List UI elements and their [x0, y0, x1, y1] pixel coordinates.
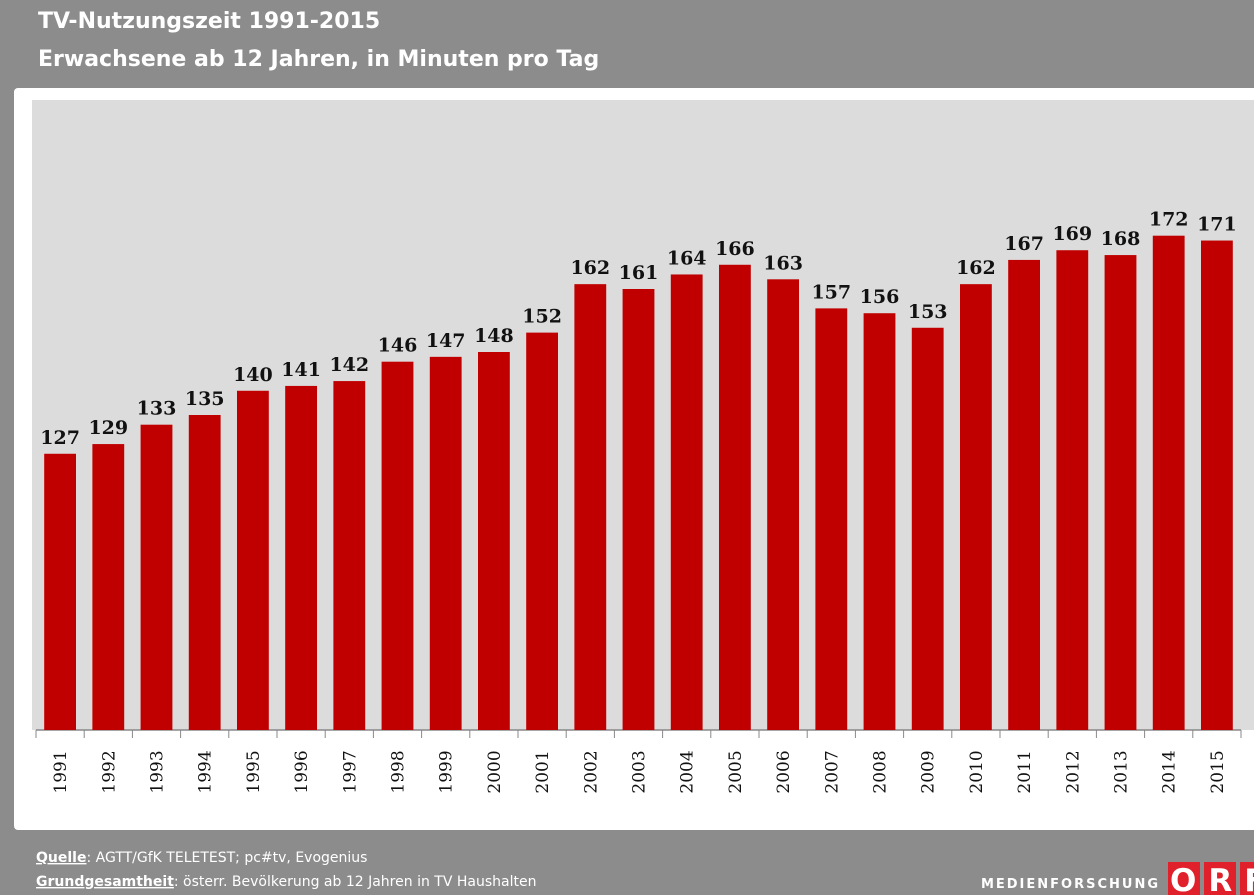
x-tick-label: 1991 [51, 750, 71, 793]
bar [236, 390, 269, 730]
x-tick-label: 1998 [389, 750, 409, 793]
data-label: 148 [474, 325, 514, 347]
population-label: Grundgesamtheit [36, 874, 174, 890]
data-label: 129 [88, 417, 128, 439]
data-label: 127 [40, 427, 80, 449]
data-label: 164 [667, 247, 707, 269]
bar [44, 453, 77, 730]
data-label: 135 [185, 388, 225, 410]
source-text: : AGTT/GfK TELETEST; pc#tv, Evogenius [86, 850, 367, 866]
bar [333, 381, 366, 730]
bar [959, 284, 992, 730]
data-label: 161 [619, 262, 659, 284]
bar [815, 308, 848, 730]
bar [1152, 235, 1185, 730]
bar [1200, 240, 1233, 731]
logo: ORF [1170, 863, 1254, 895]
x-tick-label: 1992 [99, 750, 119, 793]
data-label: 162 [570, 257, 610, 279]
x-tick-label: 2005 [726, 750, 746, 793]
x-tick-label: 2003 [630, 750, 650, 793]
x-tick-label: 2001 [533, 750, 553, 793]
x-tick-label: 2008 [871, 750, 891, 793]
data-label: 153 [908, 301, 948, 323]
bar [188, 415, 221, 730]
x-tick-label: 2015 [1208, 750, 1228, 793]
data-label: 141 [281, 359, 321, 381]
bar [477, 352, 510, 730]
data-label: 172 [1149, 209, 1189, 231]
x-tick-label: 1995 [244, 750, 264, 793]
x-tick-label: 2000 [485, 750, 505, 793]
bar [285, 385, 318, 730]
data-label: 142 [329, 354, 369, 376]
logo-text: MEDIENFORSCHUNG [981, 877, 1160, 892]
data-label: 147 [426, 330, 466, 352]
data-label: 152 [522, 306, 562, 328]
data-label: 171 [1197, 214, 1237, 236]
x-tick-label: 2009 [919, 750, 939, 793]
bar [1056, 250, 1089, 730]
bar [911, 327, 944, 730]
x-tick-label: 2006 [774, 750, 794, 793]
population-text: : österr. Bevölkerung ab 12 Jahren in TV… [174, 874, 537, 890]
chart-subtitle: Erwachsene ab 12 Jahren, in Minuten pro … [38, 47, 599, 72]
x-tick-label: 1997 [340, 750, 360, 793]
data-label: 169 [1052, 223, 1092, 245]
data-label: 168 [1101, 228, 1141, 250]
data-label: 166 [715, 238, 755, 260]
bar [767, 279, 800, 730]
x-tick-label: 2007 [822, 750, 842, 793]
x-tick-label: 2010 [967, 750, 987, 793]
data-label: 133 [137, 398, 177, 420]
population: Grundgesamtheit: österr. Bevölkerung ab … [36, 874, 536, 890]
x-tick-label: 2014 [1160, 750, 1180, 793]
bar [1104, 255, 1137, 731]
x-tick-label: 2012 [1063, 750, 1083, 793]
bar [381, 361, 414, 730]
x-tick-label: 2002 [581, 750, 601, 793]
x-tick-label: 1994 [196, 750, 216, 793]
bar [429, 356, 462, 730]
x-tick-label: 1999 [437, 750, 457, 793]
chart-title: TV-Nutzungszeit 1991-2015 [38, 9, 380, 34]
bar [670, 274, 703, 730]
x-tick-label: 2011 [1015, 750, 1035, 793]
data-label: 140 [233, 364, 273, 386]
data-label: 157 [811, 281, 851, 303]
data-label: 156 [860, 286, 900, 308]
x-tick-label: 2013 [1112, 750, 1132, 793]
logo-box [1168, 862, 1200, 895]
bar [1008, 259, 1041, 730]
x-tick-label: 1993 [148, 750, 168, 793]
bar [526, 332, 559, 730]
bar [718, 264, 751, 730]
bar [92, 444, 125, 730]
x-tick-label: 1996 [292, 750, 312, 793]
bar [622, 289, 655, 730]
logo-box [1240, 862, 1254, 895]
source-label: Quelle [36, 850, 86, 866]
bar [140, 424, 173, 730]
source: Quelle: AGTT/GfK TELETEST; pc#tv, Evogen… [36, 850, 367, 866]
bar [863, 313, 896, 730]
data-label: 162 [956, 257, 996, 279]
logo-box [1204, 862, 1236, 895]
data-label: 167 [1004, 233, 1044, 255]
x-tick-label: 2004 [678, 750, 698, 793]
data-label: 146 [378, 335, 418, 357]
data-label: 163 [763, 252, 803, 274]
bar [574, 284, 607, 730]
